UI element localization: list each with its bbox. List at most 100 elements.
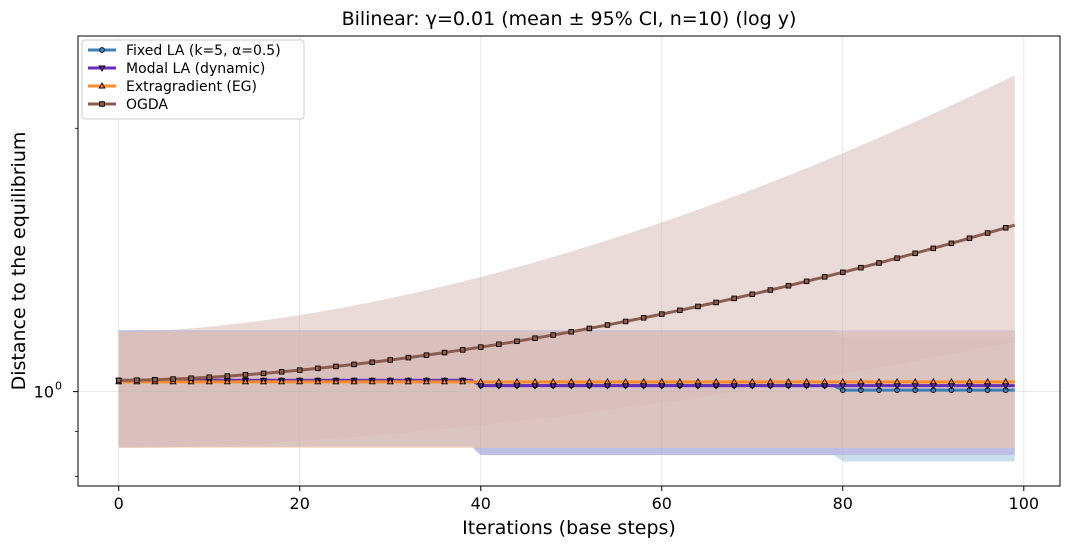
x-axis-label: Iterations (base steps)	[462, 517, 676, 539]
legend-box	[81, 39, 305, 120]
series-2-point-8	[187, 377, 195, 385]
series-3-point-80	[840, 269, 846, 276]
series-2-point-96	[984, 377, 992, 385]
series-2-point-98	[1002, 377, 1010, 385]
series-3-point-62	[677, 307, 683, 314]
series-3-point-74	[785, 282, 792, 289]
series-3-point-32	[405, 354, 412, 361]
series-2-point-74	[784, 377, 793, 385]
ci-bands	[118, 75, 1015, 462]
series-3-point-70	[749, 291, 756, 298]
series-line-3	[118, 223, 1016, 382]
series-3-point-30	[387, 357, 393, 363]
series-3-point-72	[767, 287, 774, 293]
series-3-point-50	[568, 329, 575, 335]
series-3-point-46	[532, 335, 538, 341]
series-2-point-88	[911, 377, 919, 385]
series-3-point-14	[242, 372, 249, 378]
series-3-point-4	[152, 376, 158, 383]
y-tick-label-0: 10	[34, 383, 54, 402]
y-axis-label: Distance to the equilibrium	[8, 132, 30, 391]
series-3-point-78	[821, 274, 828, 280]
series-lines	[118, 223, 1016, 392]
legend: Fixed LA (k=5, α=0.5) Modal LA (dynamic) E…	[81, 39, 305, 120]
series-3-point-98	[1002, 225, 1009, 231]
series-3-point-52	[586, 325, 593, 332]
legend-marker-1	[98, 65, 106, 72]
series-3-point-24	[333, 363, 339, 370]
series-3-point-10	[206, 374, 212, 380]
series-3-point-92	[948, 240, 955, 247]
plot-frame	[77, 35, 1061, 487]
y-tick-label-exp-0: 0	[55, 380, 62, 393]
series-2-point-90	[929, 377, 937, 385]
series-2-point-68	[730, 377, 738, 385]
chart-title: Bilinear: γ=0.01 (mean ± 95% CI, n=10) (…	[342, 8, 797, 30]
series-2-point-40	[477, 377, 485, 385]
series-3-point-44	[514, 338, 520, 345]
legend-label-0: Fixed LA (k=5, α=0.5)	[126, 43, 281, 59]
series-3-point-42	[496, 341, 502, 347]
series-3-point-22	[315, 365, 321, 372]
series-2-point-34	[422, 377, 431, 385]
series-3-point-54	[604, 322, 611, 328]
series-2-point-24	[332, 377, 340, 385]
x-tick-label-2: 40	[471, 494, 491, 513]
series-3-point-0	[115, 377, 122, 384]
series-2-point-84	[875, 377, 883, 385]
series-2-point-82	[857, 377, 865, 385]
series-2-point-86	[893, 377, 901, 385]
series-3-point-40	[478, 344, 484, 350]
series-3-point-34	[423, 352, 430, 358]
series-2-point-20	[296, 377, 304, 385]
series-2-point-12	[223, 377, 231, 385]
series-2-point-50	[567, 377, 575, 385]
series-2-point-80	[839, 377, 847, 385]
series-2-point-48	[549, 377, 557, 385]
series-3-point-18	[278, 369, 285, 375]
series-3-point-16	[260, 370, 267, 377]
legend-marker-0	[99, 47, 105, 53]
series-2-point-62	[676, 377, 684, 385]
series-3-point-56	[622, 318, 629, 325]
series-3-point-84	[876, 260, 882, 266]
series-3-point-6	[170, 376, 176, 382]
series-2-point-56	[621, 377, 630, 385]
series-3-point-96	[984, 230, 991, 236]
series-2-point-28	[368, 377, 376, 385]
series-2-point-36	[440, 377, 449, 385]
series-2-point-52	[585, 377, 593, 385]
series-2-point-72	[766, 377, 774, 385]
x-tick-label-5: 100	[1009, 494, 1040, 513]
series-2-point-42	[495, 377, 503, 385]
series-3-point-60	[659, 311, 665, 317]
series-3-point-26	[351, 361, 357, 368]
series-2-point-54	[603, 377, 612, 385]
series-2-point-66	[712, 377, 720, 385]
series-2-point-60	[658, 377, 666, 385]
legend-label-3: OGDA	[126, 97, 168, 113]
x-tick-label-1: 20	[290, 494, 310, 513]
series-3-point-12	[224, 373, 231, 379]
series-2-point-70	[748, 377, 756, 385]
series-2-point-30	[386, 377, 394, 385]
ci-band-series-3	[118, 75, 1015, 448]
series-2-point-18	[278, 377, 286, 385]
legend-marker-3	[99, 101, 105, 107]
series-2-point-16	[259, 377, 268, 385]
legend-marker-2	[98, 82, 106, 89]
series-2-point-46	[531, 377, 539, 385]
series-3-point-58	[640, 315, 647, 321]
series-3-point-82	[858, 264, 864, 271]
series-3-point-76	[803, 278, 810, 285]
x-tick-label-3: 60	[652, 494, 672, 513]
series-3-point-94	[966, 235, 973, 241]
series-3-point-88	[912, 250, 918, 257]
series-3-point-68	[731, 295, 737, 302]
series-2-point-32	[404, 377, 412, 385]
series-2-point-92	[947, 377, 955, 385]
legend-label-2: Extragradient (EG)	[126, 79, 257, 95]
